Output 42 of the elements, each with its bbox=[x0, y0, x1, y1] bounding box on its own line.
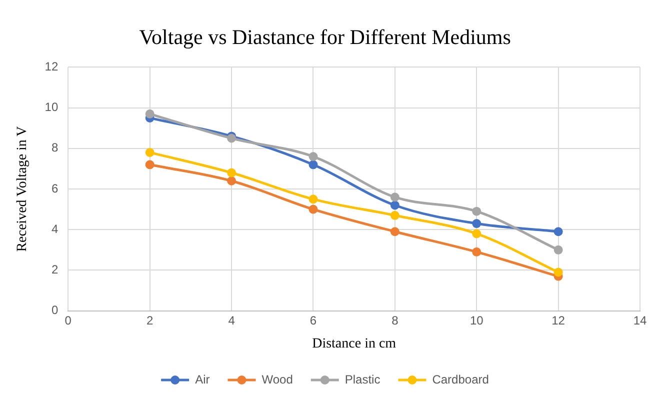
chart-title: Voltage vs Diastance for Different Mediums bbox=[139, 25, 511, 50]
legend-label: Wood bbox=[262, 372, 293, 386]
y-tick-label: 8 bbox=[51, 140, 58, 155]
x-tick-label: 2 bbox=[146, 313, 154, 328]
point bbox=[390, 227, 400, 236]
y-tick-label: 0 bbox=[51, 303, 58, 318]
point bbox=[308, 194, 318, 204]
x-tick-label: 10 bbox=[470, 313, 484, 328]
point bbox=[390, 192, 400, 202]
x-tick-label: 14 bbox=[633, 313, 647, 328]
x-tick-label: 0 bbox=[64, 313, 72, 328]
y-tick-label: 6 bbox=[51, 181, 58, 196]
point bbox=[145, 160, 154, 170]
legend-label: Plastic bbox=[344, 372, 380, 386]
point bbox=[554, 227, 563, 236]
point bbox=[308, 160, 318, 170]
point bbox=[227, 168, 236, 178]
legend-label: Cardboard bbox=[432, 372, 489, 386]
point bbox=[472, 247, 482, 256]
point bbox=[472, 206, 482, 216]
x-tick-label: 12 bbox=[552, 313, 566, 328]
point bbox=[390, 200, 400, 210]
point bbox=[390, 210, 400, 220]
point bbox=[145, 109, 154, 118]
x-tick-label: 6 bbox=[310, 313, 317, 328]
point bbox=[472, 219, 482, 228]
y-tick-label: 2 bbox=[51, 262, 58, 277]
y-tick-label: 4 bbox=[51, 222, 58, 236]
y-tick-label: 12 bbox=[44, 60, 58, 74]
point bbox=[227, 176, 236, 186]
point bbox=[308, 152, 318, 162]
x-axis-title: Distance in cm bbox=[312, 336, 396, 352]
point bbox=[554, 245, 563, 254]
point bbox=[145, 148, 154, 157]
x-tick-label: 4 bbox=[228, 313, 236, 328]
point bbox=[554, 268, 563, 277]
legend-label: Air bbox=[195, 372, 210, 386]
point bbox=[308, 204, 318, 214]
y-axis-title: Received Voltage in V bbox=[15, 126, 30, 252]
x-tick-label: 8 bbox=[392, 313, 399, 328]
point bbox=[472, 229, 482, 238]
y-tick-label: 10 bbox=[44, 100, 58, 114]
